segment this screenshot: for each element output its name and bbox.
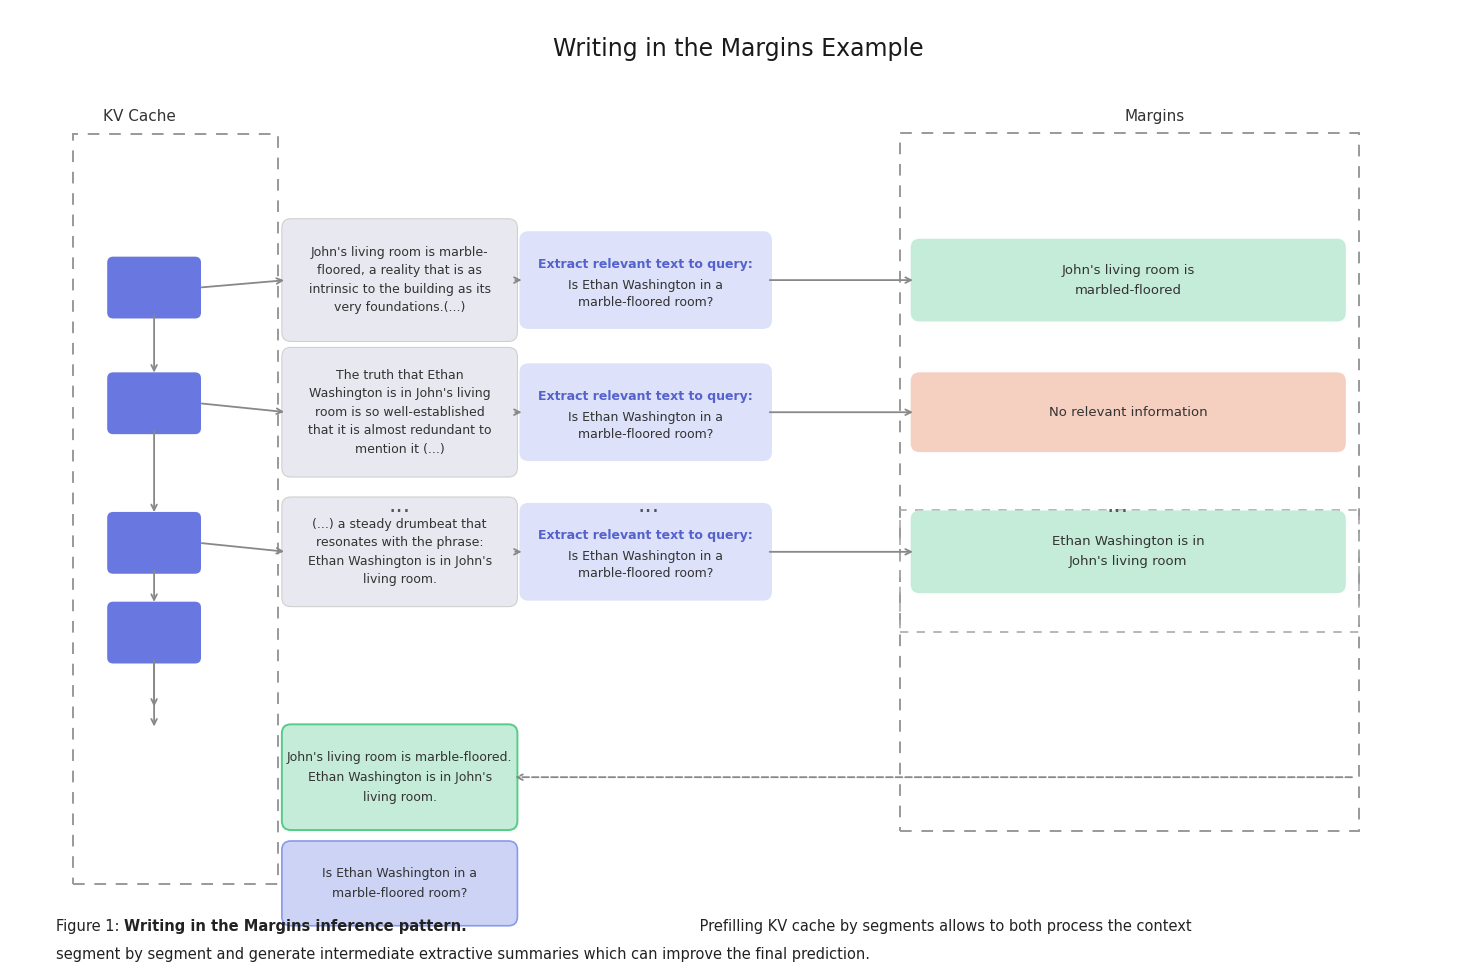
Text: room is so well-established: room is so well-established — [314, 406, 484, 418]
Text: ...: ... — [1106, 493, 1128, 517]
Text: floored, a reality that is as: floored, a reality that is as — [317, 265, 483, 277]
Text: Writing in the Margins inference pattern.: Writing in the Margins inference pattern… — [124, 919, 466, 934]
Text: KV Cache: KV Cache — [103, 109, 176, 123]
Text: (...) a steady drumbeat that: (...) a steady drumbeat that — [313, 517, 487, 530]
Text: marble-floored room?: marble-floored room? — [332, 887, 468, 900]
FancyBboxPatch shape — [282, 497, 518, 607]
Text: Prefilling KV cache by segments allows to both process the context: Prefilling KV cache by segments allows t… — [695, 919, 1191, 934]
FancyBboxPatch shape — [108, 512, 201, 573]
Text: John's living room is marble-: John's living room is marble- — [311, 246, 489, 259]
Text: Is Ethan Washington in a
marble-floored room?: Is Ethan Washington in a marble-floored … — [568, 411, 723, 441]
Text: ...: ... — [388, 493, 410, 517]
FancyBboxPatch shape — [282, 841, 518, 926]
FancyBboxPatch shape — [911, 239, 1346, 321]
Text: mention it (...): mention it (...) — [354, 443, 444, 456]
FancyBboxPatch shape — [520, 231, 772, 329]
Text: living room.: living room. — [363, 573, 437, 586]
Text: Extract relevant text to query:: Extract relevant text to query: — [539, 390, 753, 403]
Bar — [900, 510, 1359, 631]
FancyBboxPatch shape — [911, 511, 1346, 593]
Text: John's living room is marble-floored.: John's living room is marble-floored. — [286, 751, 512, 763]
Text: The truth that Ethan: The truth that Ethan — [337, 368, 463, 382]
FancyBboxPatch shape — [520, 503, 772, 601]
Text: segment by segment and generate intermediate extractive summaries which can impr: segment by segment and generate intermed… — [56, 948, 871, 962]
Text: Washington is in John's living: Washington is in John's living — [308, 387, 490, 400]
Text: John's living room is: John's living room is — [1061, 264, 1196, 276]
FancyBboxPatch shape — [108, 602, 201, 663]
Text: marbled-floored: marbled-floored — [1075, 283, 1182, 297]
FancyBboxPatch shape — [108, 257, 201, 318]
Text: John's living room: John's living room — [1069, 556, 1188, 568]
Text: Is Ethan Washington in a
marble-floored room?: Is Ethan Washington in a marble-floored … — [568, 278, 723, 309]
Text: very foundations.(...): very foundations.(...) — [334, 301, 465, 315]
FancyBboxPatch shape — [108, 372, 201, 434]
Text: Extract relevant text to query:: Extract relevant text to query: — [539, 258, 753, 270]
FancyBboxPatch shape — [911, 372, 1346, 452]
Text: Extract relevant text to query:: Extract relevant text to query: — [539, 529, 753, 542]
Text: Figure 1:: Figure 1: — [56, 919, 124, 934]
Text: Is Ethan Washington in a
marble-floored room?: Is Ethan Washington in a marble-floored … — [568, 551, 723, 580]
Text: Ethan Washington is in John's: Ethan Washington is in John's — [307, 555, 492, 567]
FancyBboxPatch shape — [282, 347, 518, 477]
Text: Writing in the Margins Example: Writing in the Margins Example — [552, 37, 924, 62]
Text: that it is almost redundant to: that it is almost redundant to — [308, 424, 492, 437]
Bar — [900, 133, 1359, 831]
Text: intrinsic to the building as its: intrinsic to the building as its — [308, 283, 490, 296]
Text: living room.: living room. — [363, 791, 437, 804]
Bar — [74, 134, 277, 884]
FancyBboxPatch shape — [520, 364, 772, 461]
Text: No relevant information: No relevant information — [1049, 406, 1207, 418]
FancyBboxPatch shape — [282, 219, 518, 341]
Text: Ethan Washington is in: Ethan Washington is in — [1052, 535, 1204, 549]
FancyBboxPatch shape — [282, 724, 518, 830]
Text: resonates with the phrase:: resonates with the phrase: — [316, 536, 484, 549]
Text: ...: ... — [638, 493, 660, 517]
Text: Margins: Margins — [1125, 109, 1184, 123]
Text: Ethan Washington is in John's: Ethan Washington is in John's — [307, 770, 492, 784]
Text: Is Ethan Washington in a: Is Ethan Washington in a — [322, 867, 477, 880]
